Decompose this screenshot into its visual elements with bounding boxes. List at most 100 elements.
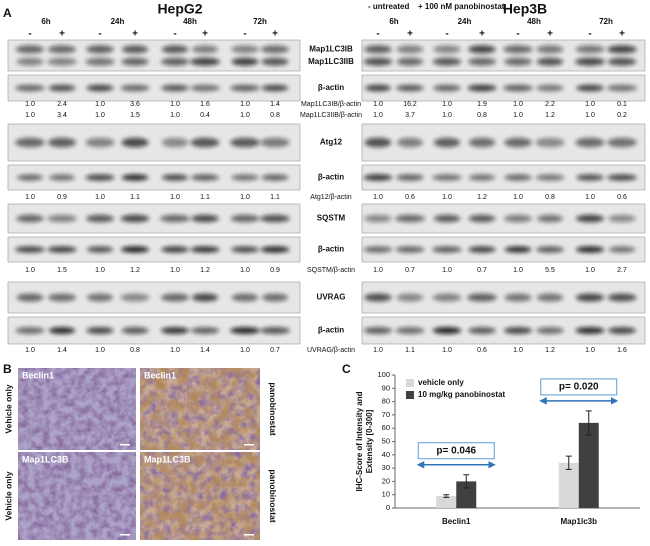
band: [607, 137, 637, 148]
band: [396, 45, 424, 54]
treatment: +: [619, 29, 625, 40]
band: [536, 45, 564, 54]
p-value: p= 0.046: [436, 445, 476, 456]
ratio-label: UVRAG/β-actin: [307, 347, 355, 354]
treatment: -: [243, 29, 246, 40]
p-value-box: [417, 442, 495, 460]
band: [230, 84, 260, 92]
error-bar: [463, 474, 470, 489]
band: [395, 246, 425, 253]
y-axis-label: Extensity [0-300]: [365, 409, 374, 473]
band: [608, 246, 636, 253]
band: [395, 214, 425, 223]
band: [504, 246, 532, 253]
ratio-value: 0.8: [545, 194, 555, 201]
loading-label: β-actin: [318, 83, 344, 92]
band: [231, 246, 259, 253]
band: [231, 174, 259, 181]
legend-label: vehicle only: [418, 378, 464, 387]
x-tick-label: Map1lc3b: [561, 517, 598, 526]
ratio-value: 0.7: [405, 267, 415, 274]
ratio-value: 0.6: [617, 194, 627, 201]
band: [535, 137, 565, 148]
band: [190, 84, 220, 92]
y-tick-label: 80: [382, 397, 390, 406]
ratio-value: 1.0: [240, 347, 250, 354]
ratio-value: 0.8: [130, 347, 140, 354]
band: [396, 57, 424, 66]
ratio-value: 3.7: [405, 112, 415, 119]
band: [48, 84, 76, 92]
band: [260, 214, 290, 223]
ratio-label: Map1LC3IB/β-actin: [301, 101, 361, 108]
y-tick-label: 0: [386, 503, 390, 512]
band: [396, 84, 424, 92]
band: [121, 174, 149, 181]
band: [86, 45, 114, 54]
ratio-value: 1.0: [373, 347, 383, 354]
treatment: -: [173, 29, 176, 40]
protein-label: Atg12: [320, 138, 343, 147]
side-label: Vehicle only: [3, 384, 13, 433]
band: [231, 293, 259, 302]
band: [396, 293, 424, 302]
ratio-value: 0.9: [57, 194, 67, 201]
treatment: +: [479, 29, 485, 40]
band: [260, 137, 290, 148]
treatment: -: [98, 29, 101, 40]
band: [15, 84, 45, 92]
scale-bar: [120, 444, 130, 446]
ratio-value: 0.2: [617, 112, 627, 119]
error-bar: [585, 410, 592, 436]
y-tick-label: 90: [382, 383, 390, 392]
ratio-value: 1.0: [170, 267, 180, 274]
ratio-value: 1.5: [57, 267, 67, 274]
ratio-value: 1.2: [477, 194, 487, 201]
ratio-value: 1.0: [585, 194, 595, 201]
band: [121, 326, 149, 335]
scale-bar: [120, 534, 130, 536]
stain-texture: [140, 452, 260, 540]
band: [15, 246, 45, 253]
y-tick-label: 30: [382, 463, 390, 472]
band: [15, 326, 45, 335]
band: [86, 326, 114, 335]
y-tick-label: 60: [382, 423, 390, 432]
band: [363, 326, 393, 335]
band: [161, 246, 189, 253]
band: [231, 45, 259, 54]
band: [15, 137, 45, 148]
ratio-value: 1.6: [617, 347, 627, 354]
ratio-value: 1.4: [270, 101, 280, 108]
ratio-value: 1.0: [442, 194, 452, 201]
band: [47, 57, 77, 66]
loading-label: β-actin: [318, 245, 344, 254]
band: [85, 57, 115, 66]
band: [607, 174, 637, 181]
band: [575, 246, 605, 253]
band: [261, 293, 289, 302]
band: [160, 214, 190, 223]
band: [161, 84, 189, 92]
band: [535, 174, 565, 181]
treatment: +: [202, 29, 208, 40]
band: [575, 137, 605, 148]
treatment: +: [547, 29, 553, 40]
band: [86, 214, 114, 223]
y-tick-label: 20: [382, 476, 390, 485]
timepoint: 48h: [183, 17, 197, 26]
protein-label: SQSTM: [317, 214, 346, 223]
treatment: +: [132, 29, 138, 40]
error-bar: [443, 494, 450, 498]
band: [468, 137, 496, 148]
ratio-value: 1.4: [200, 347, 210, 354]
scale-bar: [244, 444, 254, 446]
band: [468, 57, 496, 66]
treatment: -: [28, 29, 31, 40]
band: [467, 84, 497, 92]
band: [191, 45, 219, 54]
band: [190, 137, 220, 148]
loading-label: β-actin: [318, 173, 344, 182]
ratio-value: 1.0: [442, 267, 452, 274]
p-value: p= 0.020: [559, 382, 599, 393]
